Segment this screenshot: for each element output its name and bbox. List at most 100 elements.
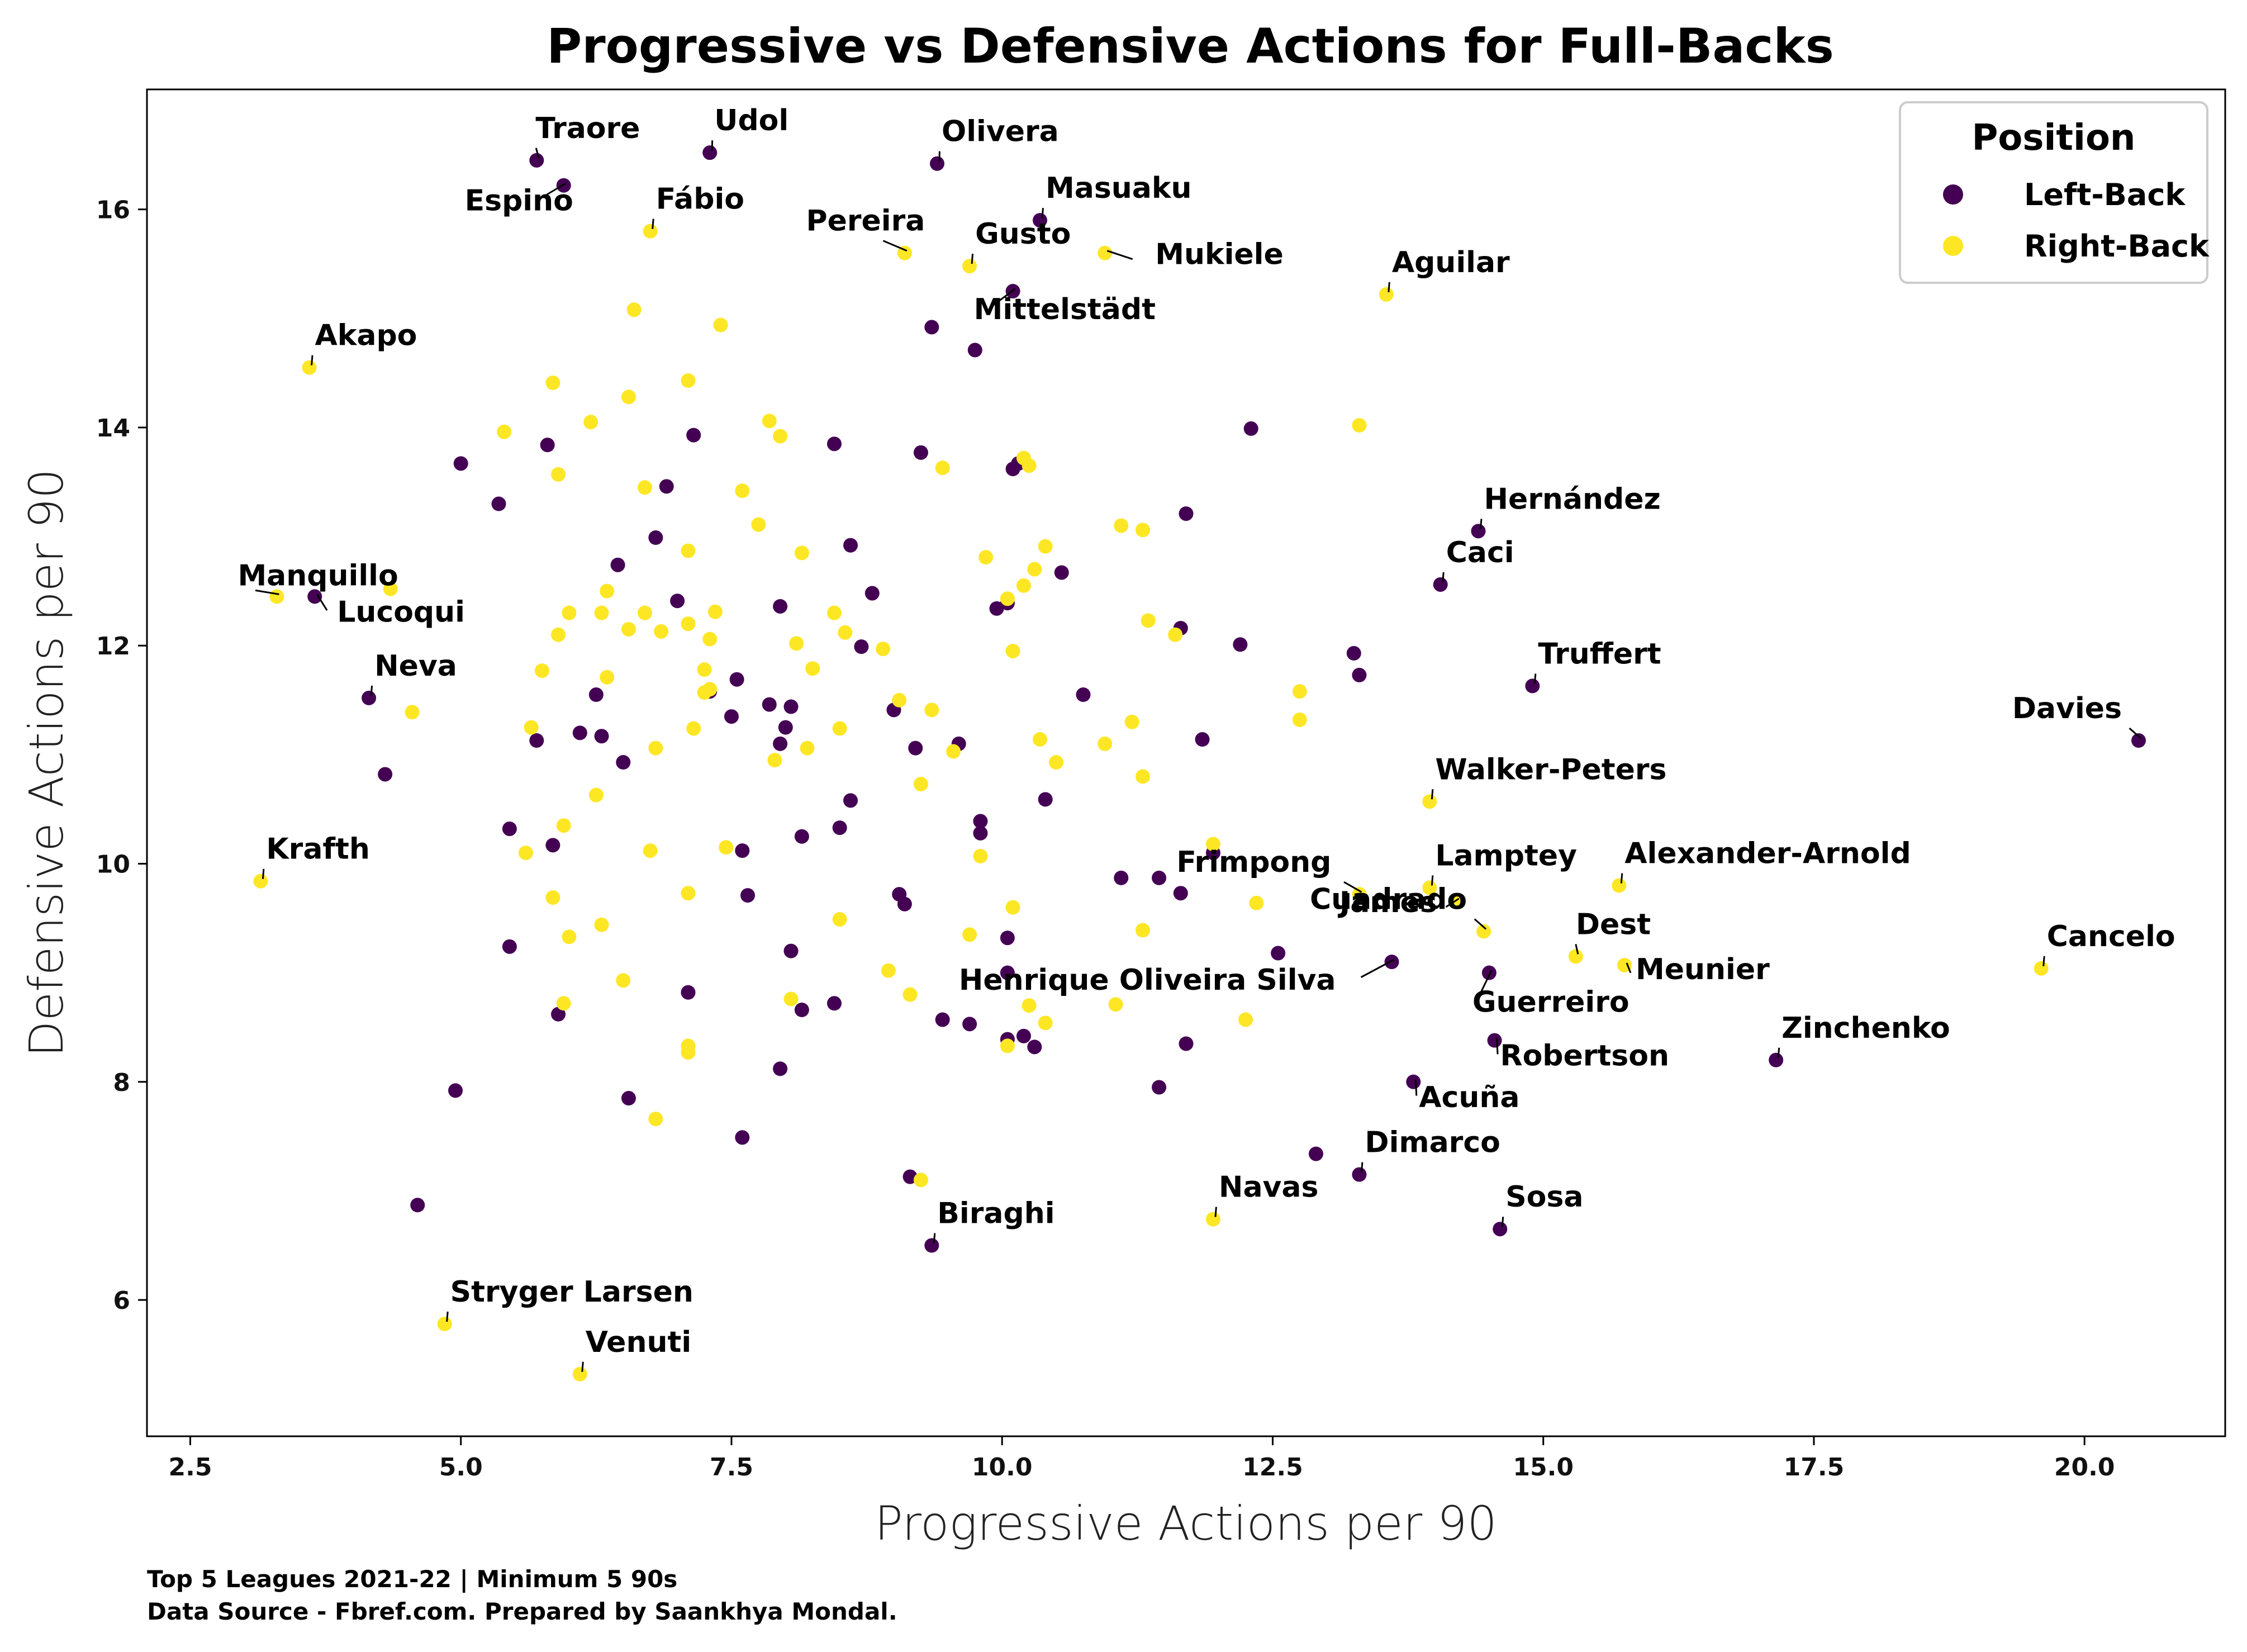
point-left-back (1114, 870, 1129, 885)
point-left-back (1195, 732, 1210, 747)
point-right-back (556, 996, 571, 1011)
point-left-back (1179, 1036, 1194, 1051)
point-left-back (778, 720, 793, 735)
point-left-back (529, 733, 544, 748)
point-right-back (767, 753, 782, 768)
annotation-label: Akapo (315, 319, 417, 353)
point-right-back (1108, 997, 1123, 1012)
point-left-back (794, 1002, 809, 1017)
point-left-back (670, 594, 685, 609)
annotation-arrow (581, 1361, 584, 1372)
annotation-arrow (1343, 881, 1362, 893)
point-right-back (1033, 732, 1048, 747)
point-right-back (800, 740, 815, 756)
point-left-back (826, 996, 842, 1011)
legend-label-right-back: Right-Back (2024, 229, 2210, 264)
point-left-back (908, 740, 923, 756)
annotation-label: Henrique Oliveira Silva (959, 963, 1336, 997)
annotation-arrow (882, 240, 908, 252)
point-left-back (1243, 421, 1258, 436)
point-right-back (621, 390, 636, 405)
annotation-arrow (1431, 789, 1434, 800)
point-labeled (362, 690, 377, 705)
point-right-back (551, 467, 566, 482)
point-left-back (843, 793, 858, 808)
point-right-back (1238, 1012, 1253, 1027)
point-labeled (1476, 924, 1491, 939)
footer-line-2: Data Source - Fbref.com. Prepared by Saa… (147, 1598, 897, 1625)
annotation-arrow (1041, 208, 1044, 219)
point-labeled (1379, 287, 1394, 302)
point-right-back (551, 627, 566, 642)
annotation-label: Alexander-Arnold (1624, 837, 1911, 871)
point-left-back (681, 985, 696, 1000)
point-right-back (518, 845, 533, 860)
point-right-back (707, 604, 723, 619)
annotation-arrow (971, 254, 974, 264)
point-labeled (702, 145, 718, 160)
annotation-arrow (1575, 944, 1579, 955)
point-right-back (719, 840, 734, 855)
point-left-back (1346, 645, 1361, 661)
point-right-back (600, 670, 615, 685)
point-right-back (1292, 712, 1307, 727)
annotation-arrow (1388, 282, 1390, 292)
annotation-label: Truffert (1538, 637, 1661, 671)
point-right-back (1049, 755, 1064, 770)
annotation-label: Hernández (1484, 482, 1660, 516)
annotation-arrow (2042, 956, 2045, 966)
point-left-back (1000, 965, 1015, 980)
point-left-back (773, 1061, 788, 1076)
point-labeled (643, 224, 658, 239)
y-tick-label: 12 (96, 632, 130, 661)
annotation-label: Sosa (1505, 1180, 1583, 1214)
y-tick-label: 8 (113, 1069, 130, 1097)
point-right-back (594, 917, 609, 932)
annotation-label: Lamptey (1435, 839, 1577, 872)
point-labeled (2034, 961, 2049, 976)
point-right-back (773, 429, 788, 444)
point-right-back (702, 632, 718, 647)
point-left-back (735, 1130, 750, 1145)
annotation-label: Mukiele (1155, 238, 1284, 272)
point-right-back (562, 605, 577, 620)
point-right-back (1249, 895, 1264, 910)
point-left-back (1173, 886, 1188, 901)
point-left-back (973, 825, 988, 841)
annotation-arrow (1106, 250, 1133, 260)
point-labeled (1098, 245, 1113, 260)
point-left-back (1054, 565, 1069, 580)
point-left-back (989, 601, 1004, 616)
annotation-label: Masuaku (1046, 172, 1192, 205)
annotation-label: Olivera (942, 115, 1059, 149)
point-right-back (545, 890, 560, 905)
point-right-back (654, 624, 669, 639)
point-right-back (648, 740, 663, 756)
point-right-back (621, 621, 636, 637)
annotation-arrow (1479, 970, 1493, 995)
point-left-back (1233, 637, 1248, 652)
annotation-arrow (535, 148, 540, 159)
point-right-back (1168, 627, 1183, 642)
point-left-back (740, 888, 756, 903)
point-left-back (913, 445, 928, 460)
annotation-arrow (1474, 918, 1487, 930)
point-labeled (1568, 949, 1583, 964)
point-left-back (594, 729, 609, 744)
point-labeled (1471, 524, 1486, 539)
point-right-back (1352, 418, 1367, 433)
point-left-back (783, 943, 799, 958)
point-labeled (1481, 965, 1497, 980)
point-right-back (643, 843, 658, 858)
point-right-back (1005, 900, 1020, 915)
annotation-label: Robertson (1500, 1039, 1669, 1073)
x-tick-label: 12.5 (1242, 1453, 1303, 1482)
point-right-back (762, 414, 777, 429)
annotation-label: Traore (535, 112, 640, 145)
point-right-back (681, 616, 696, 632)
point-left-back (448, 1083, 463, 1098)
point-left-back (1038, 792, 1053, 807)
point-right-back (686, 721, 701, 736)
annotation-label: Neva (374, 649, 457, 683)
annotation-arrow (446, 1311, 449, 1322)
